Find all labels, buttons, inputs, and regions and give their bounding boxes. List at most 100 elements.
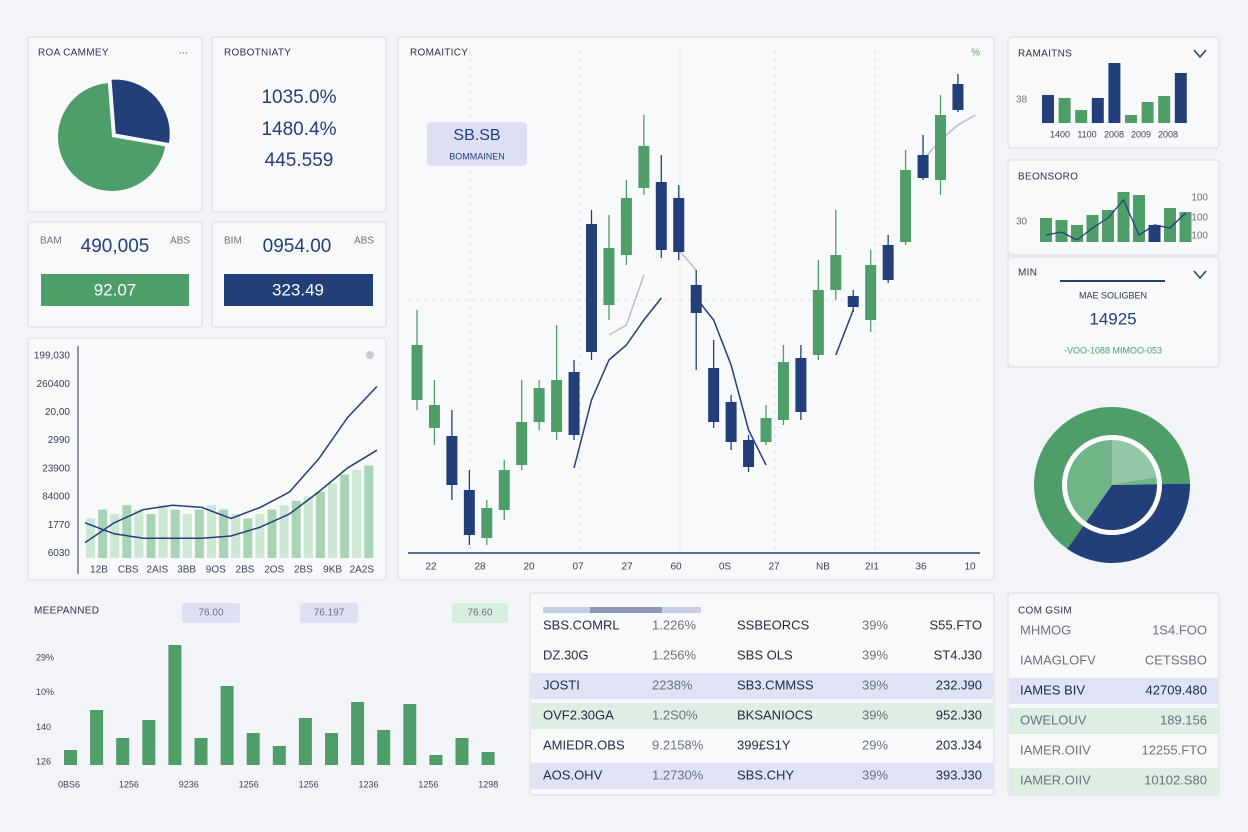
candle-body xyxy=(638,146,650,188)
kpi-value: 490,005 xyxy=(81,236,150,257)
candle-body xyxy=(812,290,824,355)
cell: SB3.CMMSS xyxy=(737,677,814,692)
pill-label[interactable]: 76.60 xyxy=(467,608,492,619)
bar xyxy=(158,505,168,558)
x-tick-label: 2009 xyxy=(1131,129,1151,139)
bar xyxy=(182,514,192,558)
slice xyxy=(1085,484,1159,532)
x-tick-label: 1256 xyxy=(418,779,438,789)
candle-body xyxy=(795,358,807,412)
y-label: 38 xyxy=(1016,95,1028,106)
icon[interactable] xyxy=(366,351,374,359)
candle-body xyxy=(865,265,877,320)
candle-body xyxy=(917,155,929,178)
bar xyxy=(194,738,208,765)
candle-body xyxy=(498,470,510,510)
chevron[interactable] xyxy=(1193,270,1207,280)
bar xyxy=(90,710,104,765)
y-tick-label: 126 xyxy=(36,756,51,766)
bar xyxy=(98,509,108,558)
bar xyxy=(403,704,417,765)
candle-body xyxy=(463,490,475,535)
pill[interactable] xyxy=(182,603,240,623)
cell: SBS.CHY xyxy=(737,767,794,782)
cell: 39% xyxy=(862,617,888,632)
line xyxy=(84,449,378,539)
cell: 1.2S0% xyxy=(652,707,698,722)
candle-body xyxy=(935,115,946,180)
cell: 1.2730% xyxy=(652,767,704,782)
button[interactable] xyxy=(224,274,373,306)
label: BAM xyxy=(40,236,62,247)
row-highlight xyxy=(1009,708,1218,734)
x-tick-label: 1298 xyxy=(478,779,498,789)
button-label[interactable]: 323.49 xyxy=(272,280,324,299)
cell: MHMOG xyxy=(1020,622,1071,637)
bar xyxy=(1058,98,1071,123)
bar xyxy=(1141,102,1154,123)
average-line xyxy=(608,114,976,336)
title: MIN xyxy=(1018,268,1037,279)
pill[interactable] xyxy=(300,603,358,623)
x-tick-label: 2I1 xyxy=(865,562,879,573)
candle-body xyxy=(830,255,842,290)
cell: 42709.480 xyxy=(1146,682,1207,697)
slice xyxy=(111,79,170,144)
button-label[interactable]: 92.07 xyxy=(94,280,137,299)
cell: 39% xyxy=(862,647,888,662)
cell: DZ.30G xyxy=(543,647,589,662)
line xyxy=(1045,198,1186,241)
cell: 12255.FTO xyxy=(1141,742,1207,757)
x-tick-label: 28 xyxy=(474,562,486,573)
y-tick-label: 199,030 xyxy=(34,351,71,362)
cell: 399£S1Y xyxy=(737,737,791,752)
title: COM GSIM xyxy=(1018,606,1072,617)
cell: IAMER.OIIV xyxy=(1020,742,1091,757)
pill-label[interactable]: 76.197 xyxy=(314,608,345,619)
cell: 1.226% xyxy=(652,617,697,632)
pill-label[interactable]: 76.00 xyxy=(198,608,223,619)
chevron[interactable] xyxy=(1193,49,1207,59)
x-tick-label: 2A2S xyxy=(350,565,375,576)
bar xyxy=(1040,218,1052,242)
bar xyxy=(134,509,144,558)
menu[interactable]: ... xyxy=(179,46,188,57)
cell: 1.256% xyxy=(652,647,697,662)
bar xyxy=(455,738,469,765)
right-label: 100 xyxy=(1191,231,1208,242)
x-tick-label: 0S xyxy=(719,562,732,573)
x-tick-label: 9236 xyxy=(179,779,199,789)
donut-ring xyxy=(1063,436,1161,534)
bar xyxy=(246,733,260,765)
candle-body xyxy=(777,362,789,420)
cell: SBS.COMRL xyxy=(543,617,620,632)
pill[interactable] xyxy=(452,603,508,623)
y-tick-label: 1770 xyxy=(48,520,71,531)
y-tick-label: 10% xyxy=(36,687,54,697)
cell: SSBEORCS xyxy=(737,617,810,632)
bar xyxy=(146,514,156,558)
bar xyxy=(429,755,443,765)
y-tick-label: 2990 xyxy=(48,435,71,446)
bar xyxy=(340,474,350,558)
button[interactable] xyxy=(41,274,189,306)
x-tick-label: 2008 xyxy=(1104,129,1124,139)
bar xyxy=(1164,208,1176,242)
bar xyxy=(328,483,337,558)
cell: AOS.OHV xyxy=(543,767,603,782)
title: RAMAITNS xyxy=(1018,49,1072,60)
x-tick-label: 0BS6 xyxy=(58,779,80,789)
x-tick-label: 20 xyxy=(523,562,535,573)
summary-value: 14925 xyxy=(1089,309,1136,328)
bar xyxy=(207,505,216,558)
cell: IAMES BIV xyxy=(1020,682,1085,697)
bar xyxy=(1148,225,1161,242)
x-tick-label: 10 xyxy=(964,562,976,573)
cell: JOSTI xyxy=(543,677,580,692)
title: BEONSORO xyxy=(1018,172,1078,183)
bar xyxy=(64,750,77,765)
candle-body xyxy=(551,380,563,432)
x-tick-label: NB xyxy=(816,562,830,573)
cell: IAMER.OIIV xyxy=(1020,772,1091,787)
